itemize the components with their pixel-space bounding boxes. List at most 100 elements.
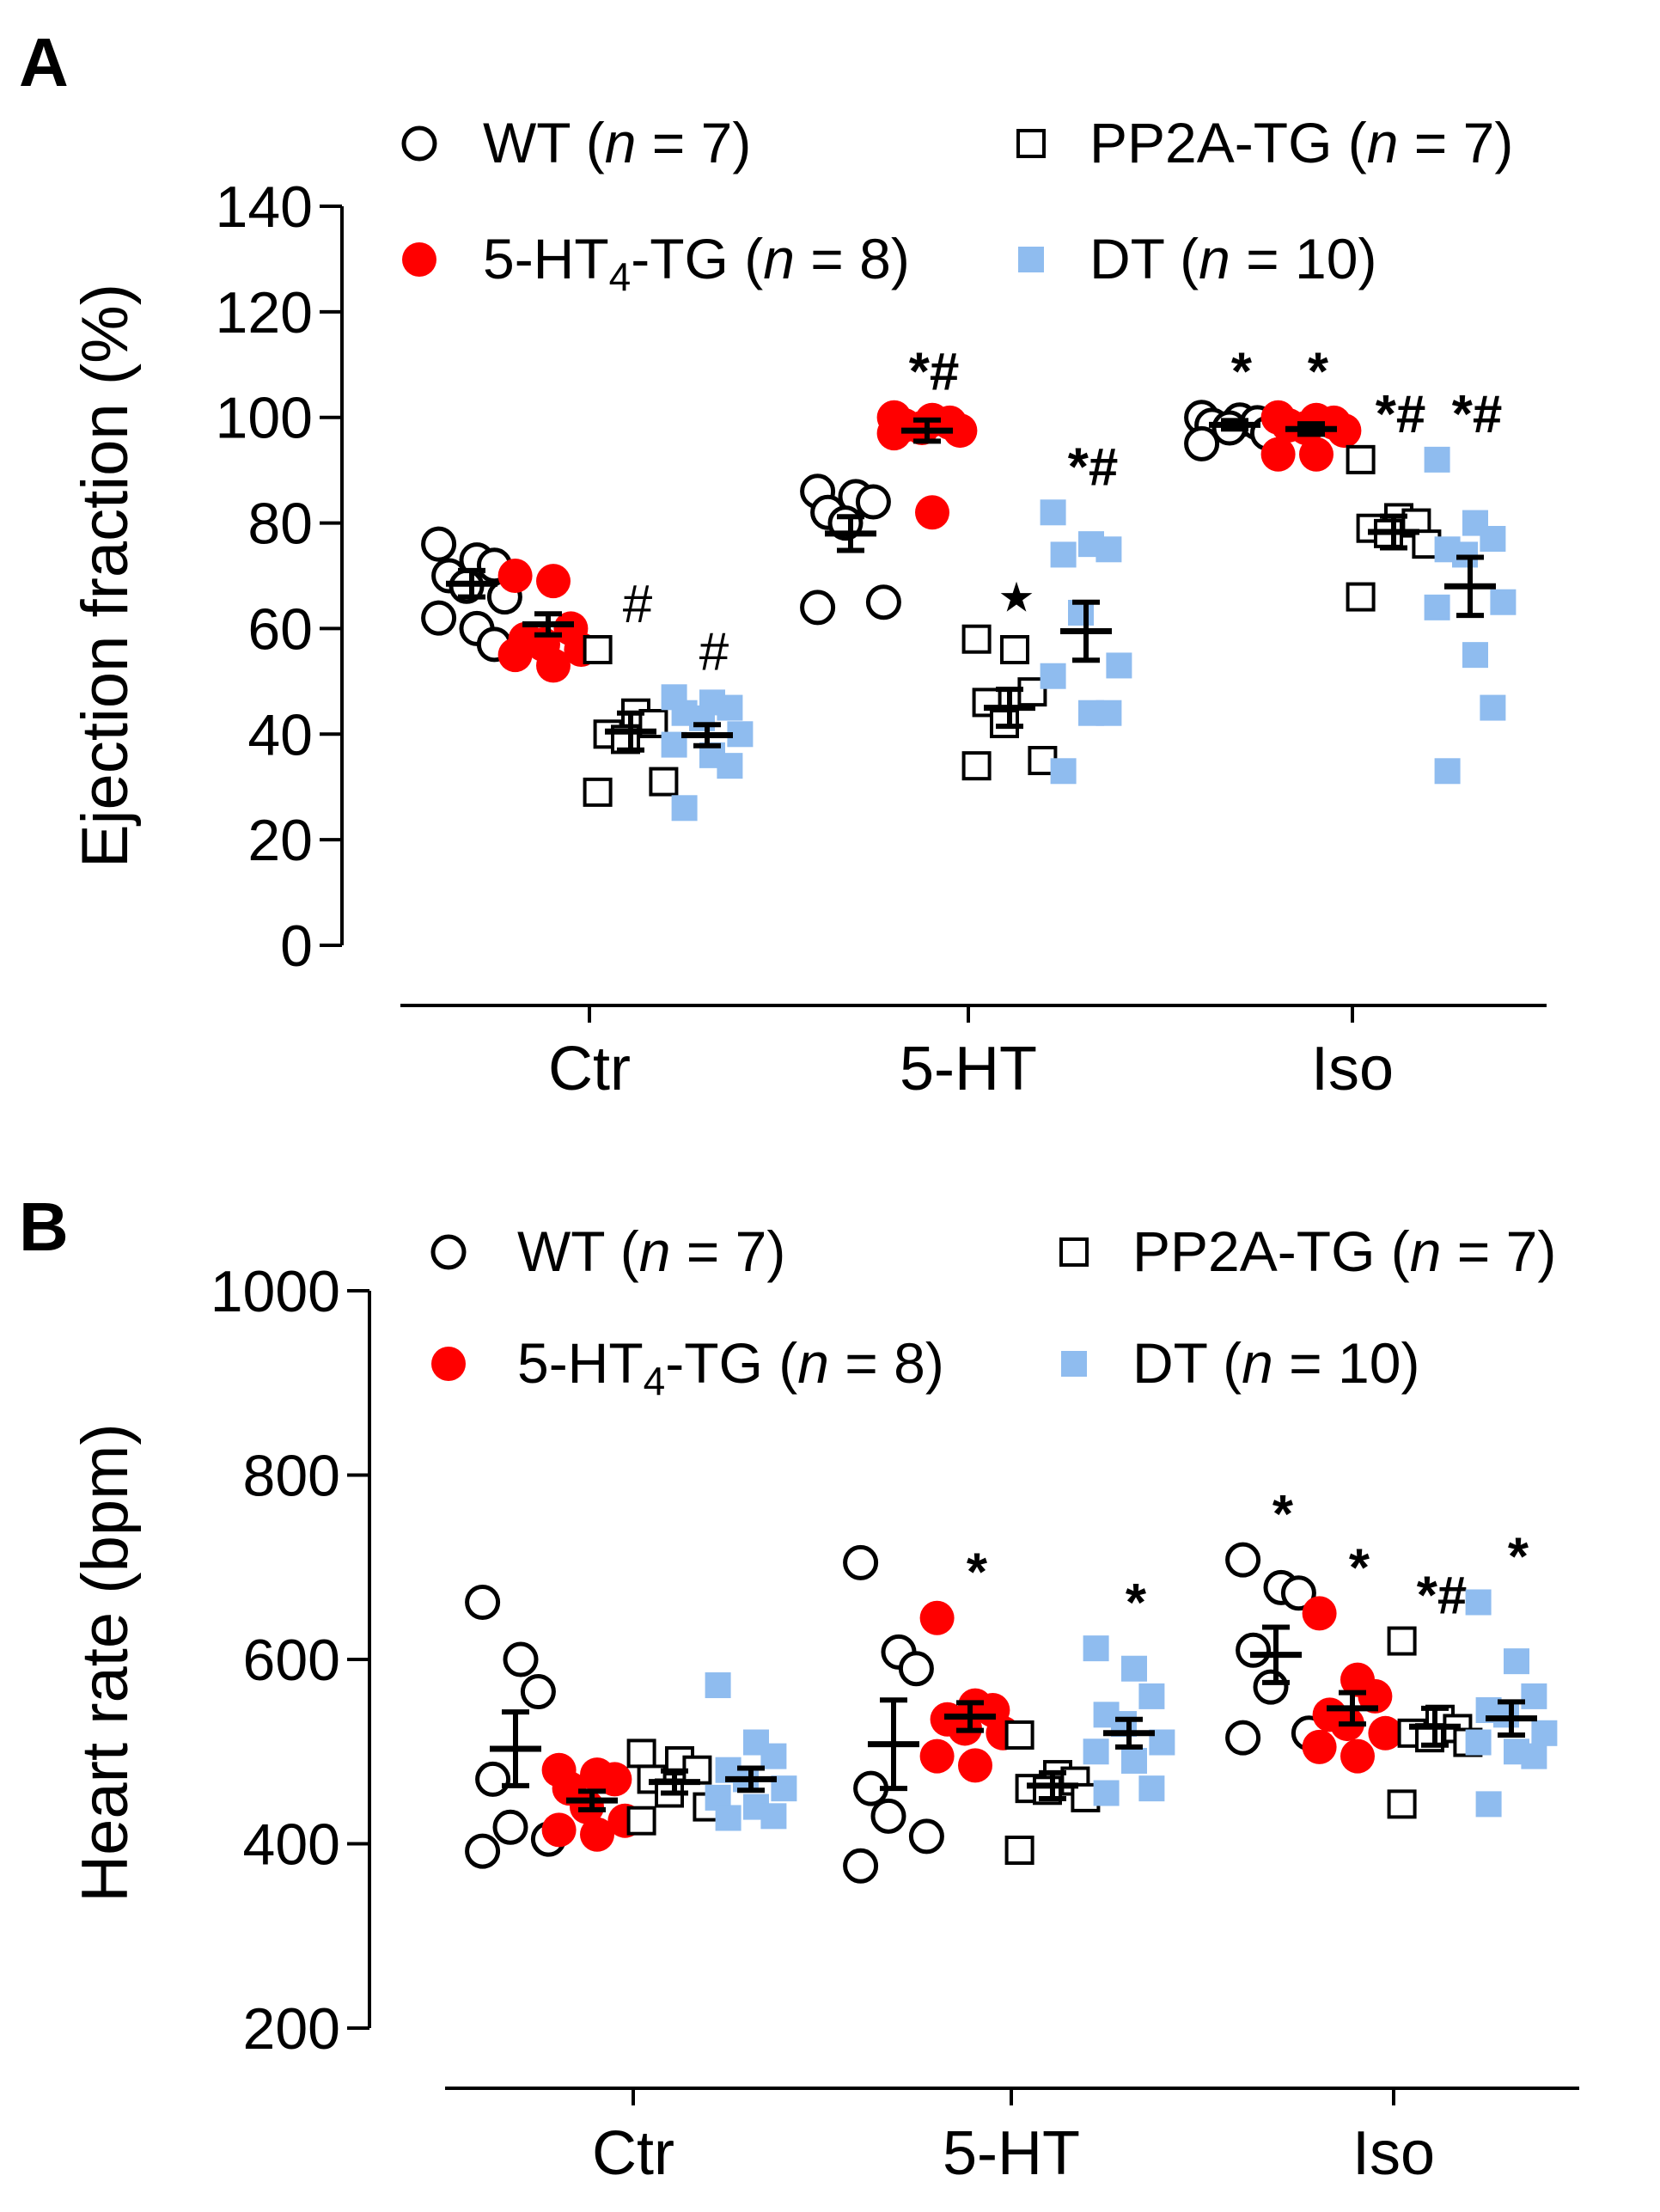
data-point (1434, 758, 1461, 785)
data-point (1424, 594, 1450, 620)
y-tick-label: 400 (243, 1812, 340, 1878)
data-point (1327, 413, 1362, 449)
data-point (1480, 694, 1506, 721)
data-point (943, 413, 978, 449)
significance-label: * (1349, 1538, 1370, 1598)
series-5-ht4-tg (497, 559, 599, 683)
x-tick-label: Iso (1311, 1035, 1394, 1103)
series-pp2a-tg (626, 1738, 723, 1836)
series-pp2a-tg: # (583, 575, 679, 807)
legend-label-dt: DT (n = 10) (1089, 227, 1376, 290)
panel-label: B (19, 1188, 69, 1265)
data-point (465, 1833, 501, 1869)
data-point (1462, 642, 1488, 669)
data-point (1475, 1791, 1502, 1818)
x-tick-label: Ctr (548, 1035, 631, 1103)
data-point (1093, 1780, 1120, 1806)
legend-subscript: 4 (609, 254, 632, 299)
data-point (1138, 1775, 1165, 1802)
data-point (717, 753, 743, 779)
significance-label: * (1126, 1573, 1147, 1633)
significance-label: * (1308, 343, 1329, 402)
data-point (1368, 1715, 1403, 1751)
legend-label-pp2a-tg: PP2A-TG (n = 7) (1089, 111, 1513, 174)
series-wt: * (1225, 1485, 1327, 1756)
data-point (421, 600, 457, 636)
group-iso: * * *# *# (1184, 343, 1517, 785)
legend-n: n (763, 227, 795, 290)
series-dt: * (1465, 1528, 1558, 1818)
x-tick-label: Iso (1352, 2119, 1435, 2188)
data-point (1083, 1635, 1109, 1662)
data-point (1004, 1720, 1034, 1750)
data-point (717, 694, 743, 721)
legend-marker-wt (401, 125, 437, 162)
legend-name: DT (1132, 1331, 1207, 1395)
group-5-ht: ** (843, 1543, 1175, 1884)
data-point (1465, 1729, 1492, 1756)
legend-paren: ( (729, 227, 763, 290)
data-point (958, 1748, 992, 1783)
data-point (1050, 541, 1077, 568)
legend: WT (n = 7) PP2A-TG (n = 7)5-HT4-TG (n = 8… (401, 111, 1513, 299)
legend: WT (n = 7) PP2A-TG (n = 7)5-HT4-TG (n = 8… (430, 1219, 1556, 1403)
y-tick-label: 100 (216, 386, 313, 451)
data-point (1121, 1655, 1147, 1682)
series-5-ht4-tg: * (1260, 343, 1362, 472)
data-point (497, 559, 533, 593)
data-point (541, 1812, 577, 1848)
data-point (1236, 1632, 1272, 1668)
legend-marker-5-ht4-tg (402, 242, 436, 277)
data-point (1225, 1542, 1261, 1578)
significance-label: * (1231, 343, 1253, 402)
y-tick-label: 120 (216, 280, 313, 345)
legend-count: = 10) (1273, 1331, 1420, 1395)
data-point (1424, 446, 1450, 473)
significance-label: *# (1452, 385, 1503, 444)
data-point (855, 484, 891, 520)
series-5-ht4-tg: *# (876, 343, 978, 530)
group-ctr: ## (421, 526, 754, 822)
data-point (1121, 1747, 1147, 1774)
data-point (1184, 425, 1220, 461)
legend-count: = 7) (1398, 111, 1513, 174)
data-point (1358, 1678, 1393, 1714)
series-pp2a-tg: *# (1346, 385, 1442, 612)
data-point (1387, 1789, 1417, 1819)
data-point (689, 705, 715, 731)
data-point (1299, 437, 1333, 472)
legend-name: WT (517, 1219, 604, 1283)
data-point (536, 648, 571, 683)
x-tick-label: Ctr (592, 2119, 674, 2188)
series-wt (843, 1544, 944, 1884)
data-point (626, 1806, 656, 1836)
data-point (800, 590, 836, 626)
data-point (843, 1848, 879, 1884)
legend-count: = 10) (1230, 227, 1377, 290)
data-point (870, 1798, 906, 1834)
panel-label: A (19, 24, 69, 101)
data-point (1260, 437, 1296, 472)
legend-paren: ( (1164, 227, 1199, 290)
data-point (1346, 582, 1376, 612)
data-point (919, 1600, 955, 1635)
data-point (705, 1672, 731, 1699)
data-point (583, 777, 613, 807)
data-point (1095, 700, 1122, 726)
data-point (597, 1762, 632, 1797)
series-dt: # (661, 622, 754, 822)
series-wt (800, 474, 901, 626)
legend-subscript: 4 (644, 1359, 666, 1403)
data-point (580, 1817, 614, 1852)
legend-label-wt: WT (n = 7) (483, 111, 751, 174)
y-tick-label: 800 (243, 1444, 340, 1509)
legend-paren: ( (763, 1331, 797, 1395)
data-point (919, 1738, 955, 1774)
significance-label: * (1508, 1528, 1529, 1587)
legend-count: = 7) (1441, 1219, 1556, 1283)
data-point (497, 638, 533, 673)
data-point (990, 709, 1019, 738)
data-point (1280, 1575, 1316, 1611)
data-point (1225, 1720, 1261, 1756)
legend-label-wt: WT (n = 7) (517, 1219, 785, 1283)
